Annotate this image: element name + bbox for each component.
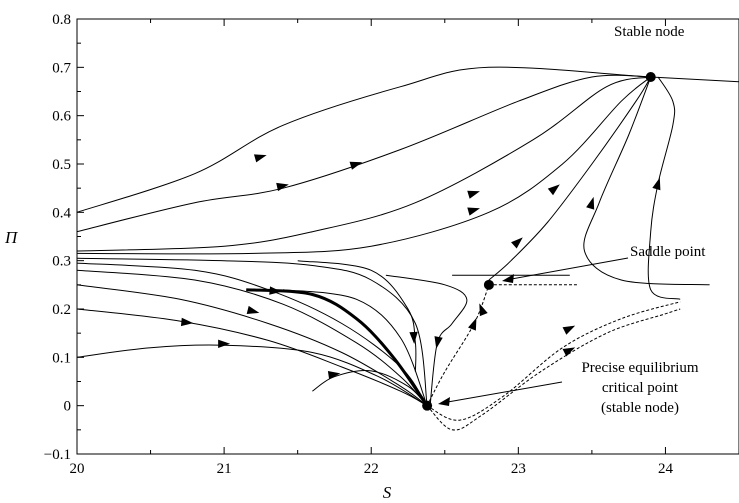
direction-arrow xyxy=(562,325,576,335)
saddle-pointer-head xyxy=(502,274,514,283)
trajectory-curve-15 xyxy=(246,288,429,407)
equilibrium-label-line-2: critical point xyxy=(602,380,679,396)
trajectory-curves xyxy=(76,66,739,431)
equilibrium-pointer-head xyxy=(438,397,450,406)
stable-node-label: Stable node xyxy=(614,24,685,40)
trajectory-curve-12 xyxy=(76,308,428,407)
axis-ticks: 20 21 22 23 24 −0.1 0 0.1 0.2 0.3 0.4 0.5 0.6 0.7 0.8 xyxy=(44,12,674,477)
direction-arrow xyxy=(269,286,282,295)
trajectory-curve-14 xyxy=(312,370,428,407)
direction-arrow xyxy=(276,182,289,192)
direction-arrow xyxy=(468,317,477,331)
x-tick-label: 23 xyxy=(511,461,526,477)
y-tick-label: 0.8 xyxy=(52,12,71,28)
trajectory-curve-1 xyxy=(76,66,739,213)
direction-arrow xyxy=(434,336,443,349)
direction-arrow xyxy=(409,331,418,344)
direction-arrow xyxy=(253,154,267,163)
direction-arrow xyxy=(547,184,560,196)
direction-arrow xyxy=(467,207,480,216)
trajectory-curve-19 xyxy=(385,274,468,406)
trajectory-curve-17 xyxy=(297,260,417,372)
stable-node-marker xyxy=(645,72,656,82)
trajectory-curve-23 xyxy=(426,301,681,421)
trajectory-curve-3 xyxy=(76,76,651,252)
trajectory-curve-6 xyxy=(583,76,710,286)
y-tick-label: 0.5 xyxy=(52,157,71,173)
precise-equilibrium-marker xyxy=(422,400,433,411)
saddle-point-marker xyxy=(483,279,494,290)
direction-arrow xyxy=(218,339,231,348)
trajectory-curve-5 xyxy=(488,76,652,281)
x-tick-label: 20 xyxy=(70,461,85,477)
x-axis-label: S xyxy=(383,483,392,502)
y-axis-label: Π xyxy=(4,228,19,247)
trajectory-curve-16 xyxy=(282,289,428,406)
equilibrium-pointer-line xyxy=(441,381,563,404)
y-tick-label: 0.3 xyxy=(52,254,71,270)
equilibrium-label-line-3: (stable node) xyxy=(601,400,679,416)
saddle-point-label: Saddle point xyxy=(630,244,706,260)
y-tick-label: 0.1 xyxy=(52,350,71,366)
saddle-pointer-line xyxy=(505,257,629,281)
critical-points xyxy=(422,72,656,411)
trajectory-curve-22 xyxy=(426,308,681,431)
y-tick-label: 0 xyxy=(64,399,72,415)
y-tick-label: 0.4 xyxy=(52,205,71,221)
direction-arrow xyxy=(479,303,488,317)
trajectory-curve-10 xyxy=(76,269,428,407)
y-tick-label: 0.6 xyxy=(52,109,71,125)
y-tick-label: 0.2 xyxy=(52,302,71,318)
direction-arrows xyxy=(180,154,661,380)
direction-arrow xyxy=(562,347,576,357)
trajectory-curve-11 xyxy=(76,284,428,407)
direction-arrow xyxy=(246,305,260,315)
direction-arrow xyxy=(652,177,661,191)
trajectory-curve-20 xyxy=(426,284,490,406)
direction-arrow xyxy=(511,237,523,249)
y-tick-label: −0.1 xyxy=(44,447,71,463)
direction-arrow xyxy=(327,370,341,380)
trajectory-curve-2 xyxy=(76,74,651,233)
y-tick-label: 0.7 xyxy=(52,60,71,76)
x-tick-label: 22 xyxy=(364,461,379,477)
trajectory-curve-8 xyxy=(76,257,428,406)
direction-arrow xyxy=(586,196,595,210)
x-tick-label: 21 xyxy=(217,461,232,477)
direction-arrow xyxy=(349,161,363,170)
trajectory-curve-7 xyxy=(647,76,681,300)
direction-arrow xyxy=(180,317,194,327)
trajectory-curve-4 xyxy=(76,76,652,255)
equilibrium-label-line-1: Precise equilibrium xyxy=(581,360,698,376)
direction-arrow xyxy=(467,190,480,199)
x-tick-label: 24 xyxy=(658,461,674,477)
trajectory-curve-13 xyxy=(76,344,428,407)
